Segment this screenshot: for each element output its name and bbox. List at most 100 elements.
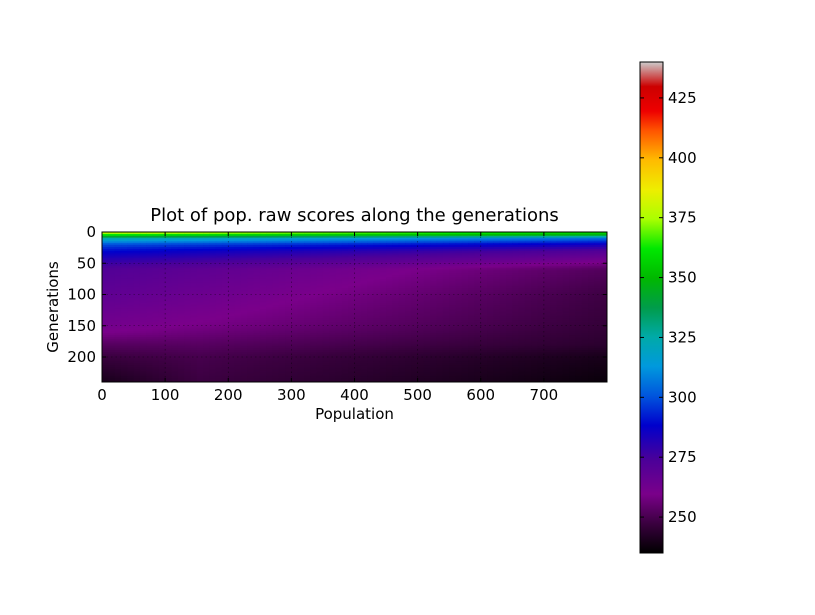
- heatmap-cell: [550, 277, 558, 280]
- heatmap-cell: [506, 248, 513, 252]
- heatmap-cell: [556, 307, 564, 310]
- heatmap-cell: [348, 245, 356, 248]
- heatmap-cell: [234, 333, 242, 336]
- heatmap-cell: [285, 233, 292, 237]
- heatmap-cell: [518, 312, 526, 316]
- heatmap-cell: [253, 290, 261, 293]
- heatmap-cell: [209, 245, 217, 248]
- heatmap-cell: [581, 247, 589, 250]
- heatmap-cell: [543, 314, 551, 317]
- heatmap-cell: [518, 316, 526, 319]
- heatmap-cell: [562, 260, 570, 263]
- heatmap-cell: [449, 314, 457, 317]
- heatmap-cell: [354, 292, 362, 295]
- heatmap-cell: [531, 237, 539, 241]
- heatmap-cell: [386, 320, 393, 323]
- heatmap-cell: [139, 282, 147, 286]
- heatmap-cell: [278, 250, 286, 254]
- heatmap-cell: [360, 252, 368, 256]
- heatmap-cell: [272, 237, 280, 241]
- heatmap-cell: [405, 265, 412, 269]
- heatmap-cell: [506, 320, 513, 323]
- heatmap-cell: [139, 325, 147, 329]
- heatmap-cell: [417, 288, 425, 291]
- heatmap-cell: [499, 286, 507, 289]
- heatmap-cell: [487, 307, 494, 310]
- heatmap-cell: [512, 277, 520, 280]
- heatmap-cell: [588, 295, 595, 299]
- heatmap-cell: [335, 307, 343, 310]
- heatmap-cell: [600, 263, 607, 267]
- heatmap-cell: [386, 301, 393, 304]
- heatmap-cell: [253, 318, 261, 321]
- heatmap-cell: [146, 254, 154, 257]
- heatmap-cell: [569, 256, 577, 259]
- heatmap-cell: [177, 278, 185, 282]
- heatmap-cell: [468, 265, 476, 269]
- heatmap-cell: [588, 333, 595, 336]
- heatmap-cell: [518, 241, 526, 244]
- heatmap-cell: [398, 232, 406, 235]
- heatmap-cell: [367, 286, 375, 289]
- heatmap-cell: [373, 280, 381, 284]
- heatmap-cell: [114, 250, 122, 254]
- heatmap-cell: [329, 252, 337, 256]
- heatmap-cell: [247, 273, 255, 276]
- heatmap-cell: [392, 342, 400, 346]
- heatmap-cell: [341, 333, 349, 336]
- heatmap-cell: [562, 335, 570, 338]
- heatmap-cell: [562, 307, 570, 310]
- heatmap-cell: [423, 243, 431, 246]
- heatmap-cell: [139, 335, 147, 338]
- heatmap-cell: [499, 303, 507, 306]
- heatmap-cell: [247, 282, 255, 286]
- heatmap-cell: [171, 265, 179, 269]
- heatmap-cell: [487, 325, 494, 329]
- heatmap-cell: [512, 327, 520, 331]
- heatmap-cell: [524, 286, 532, 289]
- heatmap-cell: [247, 237, 255, 241]
- heatmap-cell: [386, 333, 393, 336]
- heatmap-cell: [196, 265, 204, 269]
- heatmap-cell: [556, 252, 564, 256]
- heatmap-cell: [468, 308, 476, 312]
- heatmap-cell: [499, 256, 507, 259]
- heatmap-cell: [360, 243, 368, 246]
- heatmap-cell: [487, 290, 494, 293]
- heatmap-cell: [272, 318, 280, 321]
- heatmap-cell: [524, 303, 532, 306]
- heatmap-cell: [531, 325, 539, 329]
- heatmap-cell: [386, 286, 393, 289]
- heatmap-cell: [506, 290, 513, 293]
- heatmap-cell: [184, 292, 191, 295]
- heatmap-cell: [594, 314, 602, 317]
- heatmap-cell: [291, 273, 299, 276]
- heatmap-cell: [253, 322, 261, 325]
- heatmap-cell: [322, 335, 330, 338]
- heatmap-cell: [392, 254, 400, 257]
- heatmap-cell: [455, 305, 463, 308]
- heatmap-cell: [114, 290, 122, 293]
- heatmap-cell: [316, 322, 324, 325]
- heatmap-cell: [158, 286, 166, 289]
- heatmap-cell: [493, 277, 501, 280]
- heatmap-cell: [367, 299, 375, 302]
- heatmap-cell: [550, 278, 558, 282]
- heatmap-cell: [322, 241, 330, 244]
- heatmap-cell: [228, 269, 236, 272]
- heatmap-cell: [234, 290, 242, 293]
- heatmap-cell: [120, 346, 128, 349]
- heatmap-cell: [240, 335, 248, 338]
- heatmap-cell: [127, 286, 135, 289]
- heatmap-cell: [417, 344, 425, 347]
- heatmap-cell: [506, 335, 513, 338]
- heatmap-cell: [171, 235, 179, 239]
- heatmap-cell: [203, 338, 210, 342]
- heatmap-cell: [392, 278, 400, 282]
- heatmap-cell: [373, 269, 381, 272]
- heatmap-cell: [423, 286, 431, 289]
- heatmap-cell: [266, 233, 274, 237]
- heatmap-cell: [354, 247, 362, 250]
- heatmap-cell: [184, 280, 191, 284]
- heatmap-cell: [215, 293, 223, 297]
